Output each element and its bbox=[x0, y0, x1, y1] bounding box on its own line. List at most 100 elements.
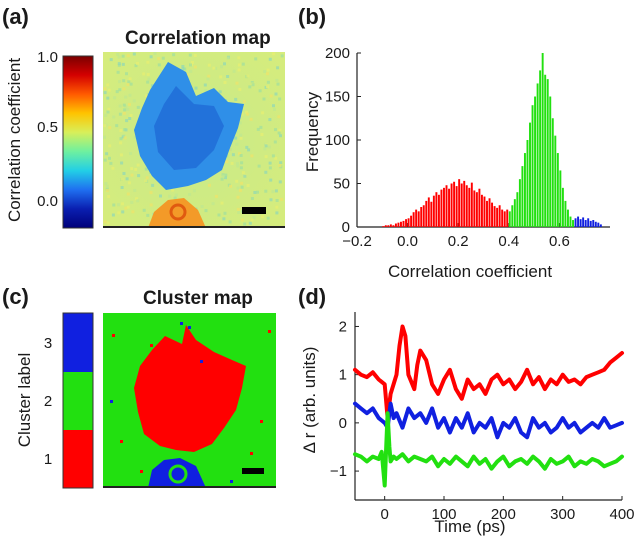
panel-a-blob-core bbox=[154, 86, 224, 170]
panel-d-xtick-label: 400 bbox=[609, 506, 634, 523]
histogram-bar bbox=[420, 206, 423, 227]
histogram-bar bbox=[407, 218, 410, 227]
panel-b-xtick-label: 0.2 bbox=[448, 233, 469, 250]
histogram-bar bbox=[594, 221, 597, 227]
cluster-speckle bbox=[150, 344, 153, 347]
histogram-bar bbox=[440, 189, 443, 227]
panel-d-xtick-label: 300 bbox=[550, 506, 575, 523]
cluster-speckle bbox=[112, 334, 115, 337]
histogram-bar bbox=[427, 197, 430, 227]
panel-c-colorbar-cluster-2 bbox=[63, 372, 93, 430]
panel-d-xtick-label: 0 bbox=[380, 506, 388, 523]
panel-a-title: Correlation map bbox=[125, 28, 271, 49]
panel-d-letter: (d) bbox=[298, 284, 326, 309]
histogram-bar bbox=[546, 79, 549, 227]
histogram-bar bbox=[506, 209, 509, 227]
histogram-bar bbox=[599, 224, 602, 227]
panel-b-xtick-label: 0.0 bbox=[397, 233, 418, 250]
histogram-bar bbox=[501, 209, 504, 227]
histogram-bar bbox=[445, 185, 448, 227]
histogram-bar bbox=[551, 118, 554, 227]
cluster-speckle bbox=[110, 400, 113, 403]
histogram-bar bbox=[483, 196, 486, 227]
panel-c-title: Cluster map bbox=[143, 288, 253, 309]
histogram-bar bbox=[572, 220, 574, 227]
histogram-bar bbox=[463, 180, 466, 227]
panel-d-axes: 0 100 200 300 400 2 1 0 −1 bbox=[330, 312, 635, 523]
panel-c-speckles bbox=[110, 322, 271, 483]
cluster-speckle bbox=[140, 470, 143, 473]
histogram-bar bbox=[453, 181, 456, 227]
histogram-bar bbox=[521, 166, 524, 227]
histogram-bar bbox=[389, 224, 392, 227]
histogram-bar bbox=[417, 211, 420, 227]
histogram-bar bbox=[437, 194, 440, 227]
panel-b-xtick-label: 0.6 bbox=[549, 233, 570, 250]
panel-d-series-line bbox=[353, 401, 624, 440]
histogram-bar bbox=[523, 153, 526, 227]
panel-a-cbar-tick-3: 0.0 bbox=[37, 193, 58, 210]
histogram-bar bbox=[465, 185, 468, 227]
histogram-bar bbox=[455, 186, 458, 227]
histogram-bar bbox=[405, 219, 407, 227]
histogram-bar bbox=[450, 183, 453, 227]
panel-d-ylabel: Δ r (arb. units) bbox=[300, 347, 319, 454]
histogram-bar bbox=[470, 182, 473, 227]
histogram-bar bbox=[579, 219, 582, 227]
panel-a-colorbar-label: Correlation coefficient bbox=[5, 58, 24, 222]
histogram-bar bbox=[569, 216, 572, 227]
histogram-bar bbox=[503, 211, 506, 227]
panel-b-ytick-label: 0 bbox=[342, 219, 350, 236]
panel-d-series-line bbox=[353, 411, 624, 488]
cluster-speckle bbox=[250, 452, 253, 455]
histogram-bar bbox=[448, 188, 451, 227]
panel-b-ytick-label: 200 bbox=[325, 45, 350, 62]
histogram-bar bbox=[508, 211, 511, 227]
histogram-bar bbox=[561, 187, 564, 227]
histogram-bar bbox=[539, 70, 542, 228]
histogram-bar bbox=[577, 216, 580, 227]
histogram-bar bbox=[564, 200, 567, 227]
panel-a-map bbox=[103, 52, 285, 228]
histogram-bar bbox=[529, 122, 531, 227]
panel-a-letter: (a) bbox=[2, 4, 29, 29]
cluster-speckle bbox=[268, 330, 271, 333]
histogram-bar bbox=[526, 140, 529, 227]
cluster-speckle bbox=[230, 480, 233, 483]
histogram-bar bbox=[478, 188, 481, 227]
histogram-bar bbox=[556, 153, 559, 227]
panel-c-bottom-feature bbox=[148, 458, 206, 488]
cluster-speckle bbox=[180, 322, 183, 325]
histogram-bar bbox=[473, 190, 476, 227]
histogram-bar bbox=[544, 74, 547, 227]
histogram-bar bbox=[394, 223, 397, 227]
panel-b-xlabel: Correlation coefficient bbox=[388, 262, 552, 281]
histogram-bar bbox=[597, 222, 600, 227]
histogram-bar bbox=[400, 221, 402, 227]
panel-d-series-line bbox=[353, 324, 624, 421]
panel-c-scale-bar bbox=[242, 468, 264, 474]
histogram-bar bbox=[592, 220, 595, 227]
histogram-bar bbox=[582, 217, 585, 227]
panel-b-letter: (b) bbox=[298, 4, 326, 29]
histogram-bar bbox=[498, 205, 501, 227]
histogram-bar bbox=[518, 179, 521, 227]
panel-a-bottom-ring bbox=[169, 203, 187, 221]
histogram-bar bbox=[468, 187, 471, 227]
histogram-bar bbox=[589, 220, 592, 227]
histogram-bar bbox=[382, 226, 385, 227]
histogram-bar bbox=[574, 218, 577, 227]
panel-d-ytick-label: −1 bbox=[330, 463, 347, 480]
histogram-bar bbox=[430, 201, 433, 227]
panel-b-ytick-label: 50 bbox=[333, 176, 350, 193]
panel-c-cbar-tick-3: 3 bbox=[44, 335, 52, 352]
panel-d-ytick-label: 1 bbox=[339, 367, 347, 384]
panel-a-map-baseline bbox=[103, 226, 285, 228]
panel-c-cbar-tick-2: 2 bbox=[44, 393, 52, 410]
panel-a-bottom-feature bbox=[148, 198, 206, 228]
panel-d-lines bbox=[353, 324, 624, 488]
panel-b-bars bbox=[382, 53, 602, 228]
histogram-bar bbox=[387, 225, 390, 227]
histogram-bar bbox=[511, 205, 514, 227]
